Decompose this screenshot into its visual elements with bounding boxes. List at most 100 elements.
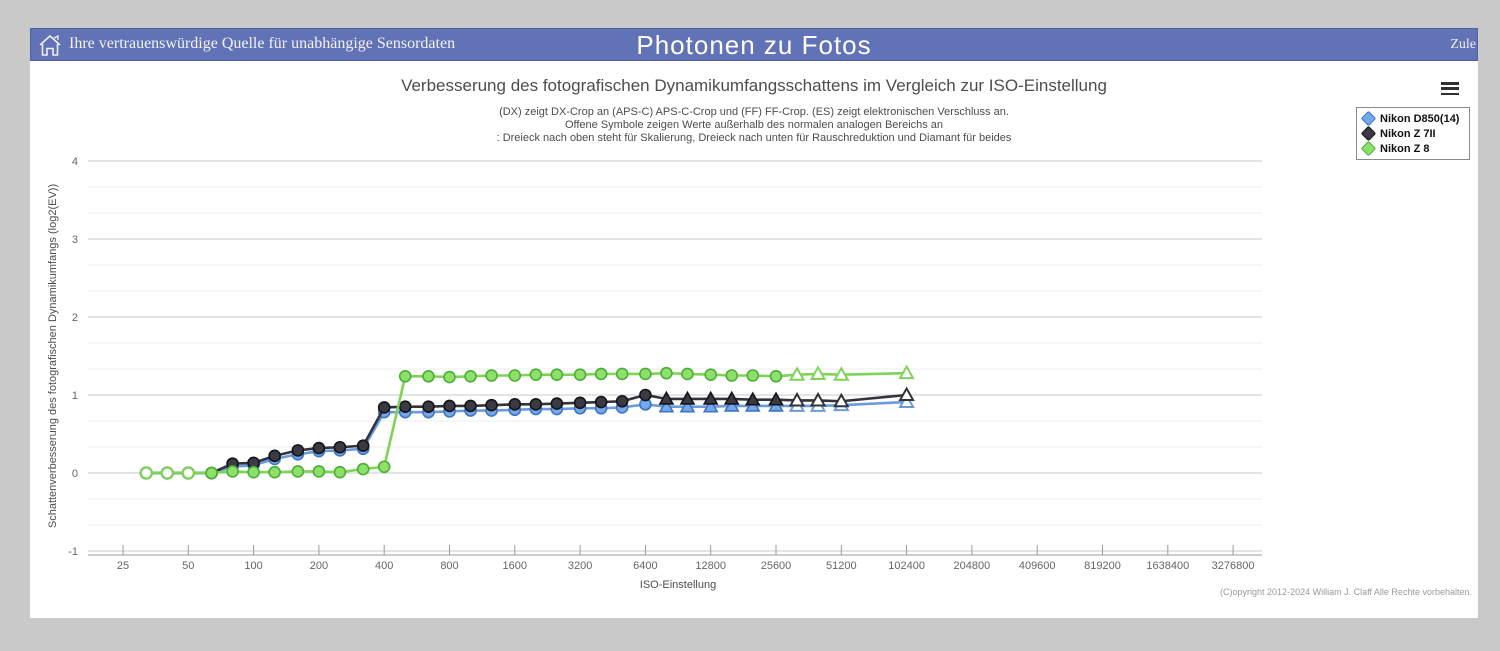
- legend-label: Nikon Z 8: [1380, 142, 1430, 155]
- x-tick-label: 1638400: [1146, 560, 1189, 572]
- x-tick-label: 50: [182, 560, 194, 572]
- y-axis-title: Schattenverbesserung des fotografischen …: [47, 183, 59, 529]
- marker-filled-circle-nikon-z-8: [464, 369, 477, 383]
- marker-filled-circle-nikon-z-8: [356, 462, 370, 476]
- marker-filled-circle-nikon-z-7ii: [226, 457, 239, 470]
- x-tick-label: 1600: [503, 560, 527, 572]
- marker-filled-circle-nikon-z-7ii: [615, 394, 629, 408]
- marker-filled-triangle-up-nikon-z-7ii: [744, 391, 761, 406]
- marker-filled-circle-nikon-d850-14: [573, 401, 587, 415]
- marker-filled-circle-nikon-z-8: [594, 367, 608, 381]
- x-tick-label: 25: [117, 560, 129, 572]
- marker-filled-circle-nikon-d850-14: [291, 447, 305, 461]
- marker-filled-circle-nikon-z-8: [312, 465, 326, 478]
- marker-filled-triangle-up-nikon-d850-14: [679, 398, 696, 413]
- marker-filled-circle-nikon-z-7ii: [639, 388, 652, 402]
- marker-filled-circle-nikon-z-7ii: [508, 398, 522, 411]
- marker-filled-circle-nikon-d850-14: [205, 466, 218, 480]
- marker-filled-circle-nikon-z-8: [247, 465, 260, 479]
- marker-filled-triangle-up-nikon-z-7ii: [723, 390, 740, 405]
- marker-filled-triangle-up-nikon-z-7ii: [768, 391, 784, 406]
- marker-filled-triangle-up-nikon-z-7ii: [658, 390, 675, 405]
- legend-item-nikon-d850[interactable]: Nikon D850(14): [1360, 110, 1465, 127]
- marker-filled-circle-nikon-z-8: [398, 369, 412, 383]
- marker-open-circle-nikon-z-7ii: [181, 466, 195, 480]
- header-bar: Ihre vertrauenswürdige Quelle für unabhä…: [30, 28, 1478, 61]
- marker-filled-circle-nikon-z-7ii: [268, 449, 281, 463]
- marker-filled-circle-nikon-d850-14: [485, 404, 498, 417]
- marker-open-triangle-up-nikon-d850-14: [833, 396, 850, 412]
- marker-filled-circle-nikon-z-7ii: [398, 400, 412, 414]
- marker-filled-triangle-up-nikon-d850-14: [702, 398, 719, 413]
- marker-filled-circle-nikon-z-7ii: [333, 440, 347, 454]
- x-tick-label: 100: [244, 560, 262, 572]
- marker-open-triangle-up-nikon-d850-14: [788, 397, 806, 412]
- x-tick-label: 102400: [888, 560, 925, 572]
- legend-item-nikon-z7ii[interactable]: Nikon Z 7II: [1360, 125, 1465, 142]
- marker-open-circle-nikon-z-8: [160, 466, 174, 480]
- marker-open-triangle-up-nikon-z-7ii: [833, 392, 850, 408]
- marker-filled-circle-nikon-z-8: [639, 367, 652, 381]
- diamond-marker-icon: [1360, 140, 1377, 157]
- marker-filled-circle-nikon-d850-14: [464, 404, 477, 417]
- diamond-marker-icon: [1360, 125, 1377, 142]
- marker-filled-circle-nikon-z-7ii: [550, 397, 564, 410]
- x-axis-title: ISO-Einstellung: [639, 579, 717, 591]
- y-tick-label: 0: [72, 468, 78, 480]
- marker-filled-circle-nikon-d850-14: [377, 405, 391, 419]
- marker-open-circle-nikon-d850-14: [181, 466, 195, 480]
- marker-filled-circle-nikon-z-8: [291, 465, 305, 478]
- marker-open-triangle-up-nikon-z-8: [898, 364, 915, 380]
- marker-filled-circle-nikon-d850-14: [443, 405, 456, 418]
- marker-filled-triangle-up-nikon-z-7ii: [702, 390, 719, 405]
- marker-filled-circle-nikon-z-8: [704, 368, 718, 382]
- marker-open-circle-nikon-z-8: [139, 466, 153, 480]
- marker-filled-triangle-up-nikon-z-7ii: [679, 390, 696, 405]
- marker-filled-circle-nikon-z-8: [333, 465, 347, 479]
- y-tick-label: 3: [72, 234, 78, 246]
- legend: Nikon D850(14) Nikon Z 7II Nikon Z 8: [1356, 107, 1470, 160]
- marker-filled-circle-nikon-d850-14: [594, 401, 608, 415]
- menu-bar: [1441, 92, 1459, 96]
- marker-filled-circle-nikon-z-7ii: [247, 456, 260, 470]
- series-line-nikon-z-7ii: [146, 393, 907, 475]
- marker-filled-circle-nikon-z-8: [615, 367, 629, 381]
- chart-subtitle: (DX) zeigt DX-Crop an (APS-C) APS-C-Crop…: [30, 106, 1478, 145]
- chart-subtitle-line-3: : Dreieck nach oben steht für Skalierung…: [496, 132, 1012, 144]
- marker-filled-circle-nikon-z-8: [681, 367, 694, 381]
- marker-filled-circle-nikon-z-7ii: [312, 441, 326, 455]
- y-tick-label: 4: [72, 156, 78, 168]
- marker-filled-circle-nikon-d850-14: [639, 398, 652, 411]
- marker-open-triangle-up-nikon-d850-14: [898, 393, 915, 409]
- marker-filled-circle-nikon-z-7ii: [377, 401, 391, 414]
- marker-filled-circle-nikon-z-8: [529, 368, 543, 382]
- marker-filled-circle-nikon-z-8: [226, 465, 239, 478]
- home-icon[interactable]: [36, 31, 64, 59]
- marker-filled-circle-nikon-z-8: [485, 369, 498, 382]
- x-tick-label: 6400: [633, 560, 657, 572]
- marker-filled-circle-nikon-d850-14: [398, 405, 412, 419]
- marker-open-triangle-up-nikon-z-8: [788, 366, 806, 381]
- marker-filled-circle-nikon-z-7ii: [356, 439, 370, 453]
- marker-filled-triangle-up-nikon-d850-14: [744, 397, 761, 412]
- marker-open-circle-nikon-z-7ii: [160, 466, 174, 480]
- x-tick-label: 200: [310, 560, 328, 572]
- legend-item-nikon-z8[interactable]: Nikon Z 8: [1360, 140, 1465, 157]
- marker-filled-circle-nikon-z-7ii: [573, 396, 587, 410]
- header-right-link[interactable]: Zule: [1450, 37, 1476, 52]
- marker-filled-circle-nikon-z-8: [746, 369, 760, 382]
- marker-filled-circle-nikon-z-7ii: [205, 466, 218, 480]
- legend-label: Nikon Z 7II: [1380, 127, 1436, 140]
- marker-filled-circle-nikon-z-8: [550, 368, 564, 382]
- chart-subtitle-line-2: Offene Symbole zeigen Werte außerhalb de…: [564, 119, 944, 131]
- menu-icon[interactable]: [1441, 82, 1459, 96]
- marker-filled-circle-nikon-z-7ii: [464, 399, 477, 413]
- header-tagline: Ihre vertrauenswürdige Quelle für unabhä…: [69, 35, 456, 52]
- marker-filled-circle-nikon-z-7ii: [529, 398, 543, 411]
- marker-open-circle-nikon-d850-14: [139, 466, 153, 480]
- marker-filled-circle-nikon-d850-14: [508, 403, 522, 417]
- marker-open-circle-nikon-d850-14: [160, 466, 174, 480]
- page-content: 25 50 100 200 400 800 1600 3200 6400 12800 25600 51…: [30, 28, 1478, 618]
- marker-filled-circle-nikon-z-8: [508, 369, 522, 382]
